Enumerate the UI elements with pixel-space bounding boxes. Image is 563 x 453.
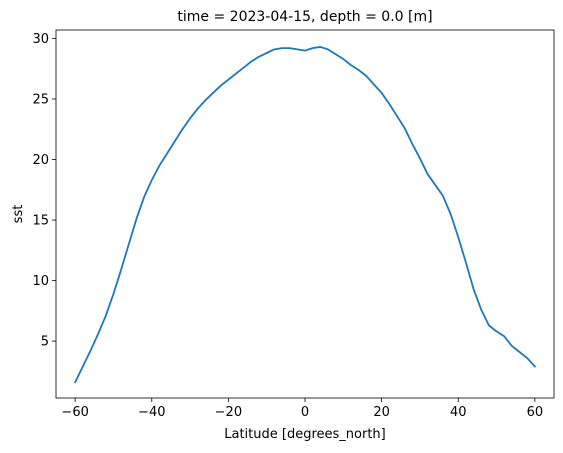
- y-tick-label: 25: [32, 93, 49, 108]
- x-tick-label: −40: [138, 405, 165, 420]
- y-tick-label: 5: [41, 335, 49, 350]
- x-tick-label: 0: [301, 405, 309, 420]
- x-tick-label: 40: [450, 405, 467, 420]
- chart-title: time = 2023-04-15, depth = 0.0 [m]: [177, 9, 432, 25]
- x-axis-label: Latitude [degrees_north]: [224, 427, 385, 442]
- x-tick-label: 60: [527, 405, 544, 420]
- x-axis: −60 −40 −20 0 20 40 60: [61, 398, 543, 420]
- series-line-sst: [73, 46, 537, 384]
- axes-frame: [55, 29, 555, 399]
- y-tick-label: 15: [32, 214, 49, 229]
- y-tick-label: 30: [32, 32, 49, 47]
- y-axis: 5 10 15 20 25 30: [32, 32, 56, 350]
- x-tick-label: 20: [373, 405, 390, 420]
- plot-area: [73, 46, 537, 384]
- x-tick-label: −20: [215, 405, 242, 420]
- y-tick-label: 10: [32, 274, 49, 289]
- y-axis-label: sst: [11, 205, 26, 224]
- x-tick-label: −60: [61, 405, 88, 420]
- y-tick-label: 20: [32, 153, 49, 168]
